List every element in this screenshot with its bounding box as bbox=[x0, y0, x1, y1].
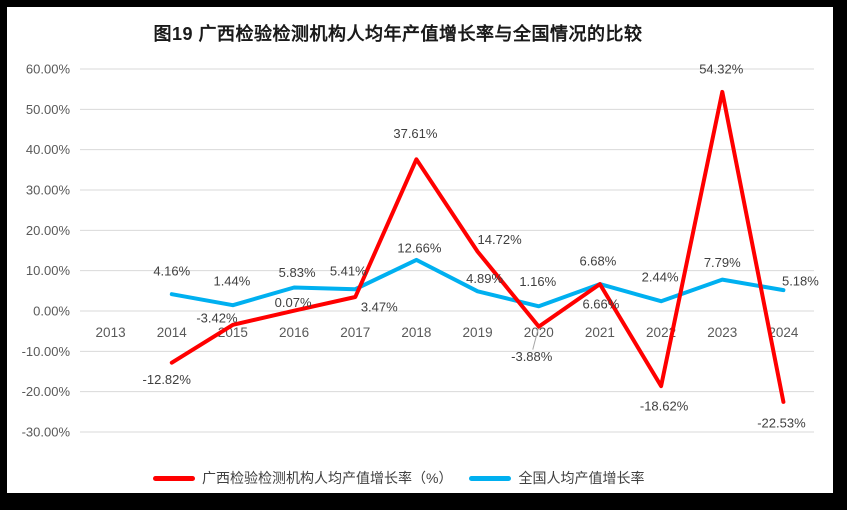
data-label-series-1: 6.68% bbox=[579, 254, 616, 269]
x-tick-label: 2024 bbox=[768, 325, 799, 340]
x-tick-label: 2020 bbox=[524, 325, 554, 340]
data-label-series-0: 6.66% bbox=[582, 297, 619, 312]
y-tick-label: 60.00% bbox=[26, 62, 71, 77]
data-label-series-0: -3.88% bbox=[511, 349, 553, 364]
legend-swatch-guangxi bbox=[153, 475, 195, 481]
data-label-series-1: 12.66% bbox=[397, 240, 442, 255]
data-label-series-1: 5.18% bbox=[782, 274, 819, 289]
y-tick-label: 10.00% bbox=[26, 263, 71, 278]
y-tick-label: 50.00% bbox=[26, 102, 71, 117]
x-tick-label: 2016 bbox=[279, 325, 309, 340]
data-label-series-0: -18.62% bbox=[640, 399, 689, 414]
x-tick-label: 2022 bbox=[646, 325, 676, 340]
legend-swatch-national bbox=[469, 475, 512, 481]
data-label-series-0: 54.32% bbox=[699, 61, 744, 76]
data-label-series-1: 1.16% bbox=[519, 274, 556, 289]
data-label-series-1: 1.44% bbox=[213, 274, 250, 289]
data-label-series-0: -3.42% bbox=[196, 310, 238, 325]
chart-title: 图19 广西检验检测机构人均年产值增长率与全国情况的比较 bbox=[153, 24, 643, 44]
legend-label-national: 全国人均产值增长率 bbox=[518, 470, 645, 486]
y-tick-label: -30.00% bbox=[22, 425, 71, 440]
x-tick-label: 2018 bbox=[401, 325, 431, 340]
data-label-series-1: 4.16% bbox=[153, 264, 190, 279]
x-tick-label: 2013 bbox=[96, 325, 126, 340]
x-tick-label: 2023 bbox=[707, 325, 737, 340]
data-label-series-0: -12.82% bbox=[143, 372, 192, 387]
x-tick-label: 2021 bbox=[585, 325, 615, 340]
chart-frame: 图19 广西检验检测机构人均年产值增长率与全国情况的比较 60.00% 50.00… bbox=[7, 7, 833, 493]
y-tick-label: 20.00% bbox=[26, 223, 71, 238]
data-label-series-1: 4.89% bbox=[466, 271, 503, 286]
x-tick-label: 2017 bbox=[340, 325, 370, 340]
chart-plot-area: 60.00% 50.00% 40.00% 30.00% 20.00% 10.00% 0.00… bbox=[22, 61, 820, 440]
data-label-series-0: -22.53% bbox=[757, 415, 806, 430]
x-tick-label: 2019 bbox=[463, 325, 493, 340]
label-leader-line bbox=[532, 326, 540, 350]
data-label-series-0: 14.72% bbox=[478, 232, 523, 247]
y-tick-label: 30.00% bbox=[26, 183, 71, 198]
legend-item-national: 全国人均产值增长率 bbox=[469, 468, 644, 488]
data-label-series-1: 5.83% bbox=[279, 265, 316, 280]
data-label-series-0: 0.07% bbox=[275, 295, 312, 310]
data-label-series-1: 5.41% bbox=[330, 264, 367, 279]
data-label-series-0: 3.47% bbox=[361, 300, 398, 315]
series-line-0 bbox=[169, 89, 786, 404]
y-tick-label: -20.00% bbox=[22, 384, 71, 399]
y-tick-label: 40.00% bbox=[26, 142, 71, 157]
data-label-series-1: 2.44% bbox=[642, 270, 679, 285]
legend-label-guangxi: 广西检验检测机构人均产值增长率（%） bbox=[202, 470, 453, 486]
data-label-series-0: 37.61% bbox=[393, 126, 438, 141]
y-tick-label: 0.00% bbox=[33, 304, 70, 319]
x-tick-label: 2014 bbox=[157, 325, 188, 340]
data-label-series-1: 7.79% bbox=[704, 255, 741, 270]
legend-item-guangxi: 广西检验检测机构人均产值增长率（%） bbox=[153, 468, 452, 488]
y-tick-label: -10.00% bbox=[22, 344, 71, 359]
chart-legend: 广西检验检测机构人均产值增长率（%） 全国人均产值增长率 bbox=[153, 468, 644, 488]
